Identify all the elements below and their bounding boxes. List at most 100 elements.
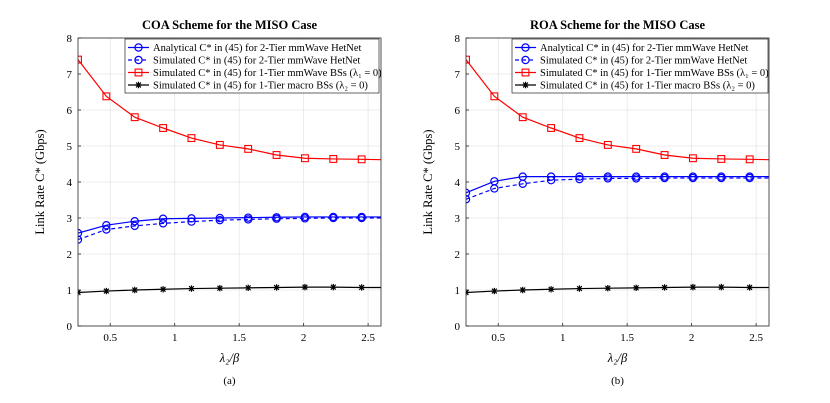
data-point xyxy=(329,155,338,163)
figure-caption: (b) xyxy=(611,375,624,387)
data-point xyxy=(244,284,252,292)
series-line xyxy=(466,176,769,194)
y-tick-label: 7 xyxy=(67,69,73,81)
data-point xyxy=(301,283,309,291)
legend-marker xyxy=(135,81,142,89)
data-point xyxy=(273,284,280,291)
series-line xyxy=(78,217,381,241)
data-point xyxy=(216,285,224,292)
legend-marker xyxy=(521,43,530,52)
y-tick-label: 6 xyxy=(455,105,461,117)
data-point xyxy=(215,140,224,149)
y-tick-label: 0 xyxy=(455,321,461,333)
data-point xyxy=(518,113,527,122)
series-4 xyxy=(466,283,769,296)
data-point xyxy=(159,124,168,132)
series-4 xyxy=(78,283,381,296)
data-point xyxy=(188,285,195,292)
x-axis-label: λ₂/β xyxy=(219,351,240,365)
y-tick-label: 7 xyxy=(455,69,461,81)
data-point xyxy=(78,55,82,64)
data-point xyxy=(130,113,139,122)
legend: Analytical C* in (45) for 2-Tier mmWave … xyxy=(124,38,382,94)
series-line xyxy=(78,59,381,161)
data-point xyxy=(130,221,139,231)
series-line xyxy=(466,286,769,294)
x-tick-label: 1 xyxy=(560,332,566,344)
data-point xyxy=(718,283,725,291)
legend-entry: Simulated C* in (45) for 1-Tier macro BS… xyxy=(540,81,755,92)
series-3 xyxy=(466,55,769,164)
data-point xyxy=(575,172,584,181)
legend-marker xyxy=(134,68,143,77)
y-tick-label: 3 xyxy=(67,213,73,225)
data-point xyxy=(689,283,697,291)
data-point xyxy=(632,284,640,292)
legend-box xyxy=(511,38,769,94)
series-1 xyxy=(78,212,381,238)
data-point xyxy=(358,284,365,291)
legend-entry: Simulated C* in (45) for 2-Tier mmWave H… xyxy=(540,56,747,67)
data-point xyxy=(300,214,310,223)
data-point xyxy=(329,213,338,223)
y-tick-label: 3 xyxy=(455,213,461,225)
legend-entry: Simulated C* in (45) for 2-Tier mmWave H… xyxy=(153,56,360,67)
legend-marker xyxy=(521,68,530,77)
data-point xyxy=(660,173,669,183)
legend-marker xyxy=(134,55,143,65)
y-tick-label: 1 xyxy=(67,285,73,297)
x-tick-label: 2.5 xyxy=(749,332,763,344)
series-2 xyxy=(466,173,769,204)
data-point xyxy=(102,220,111,230)
data-point xyxy=(745,155,754,164)
legend-marker xyxy=(521,55,530,65)
y-axis-label: Link Rate C* (Gbps) xyxy=(421,129,435,234)
legend-box xyxy=(124,38,380,94)
data-point xyxy=(357,155,366,164)
legend-entry: Simulated C* in (45) for 1-Tier macro BS… xyxy=(153,81,368,92)
data-point xyxy=(357,213,366,223)
plot-frame xyxy=(77,37,382,327)
data-point xyxy=(131,286,138,294)
data-point xyxy=(547,286,555,293)
series-line xyxy=(78,216,381,234)
data-point xyxy=(130,217,139,226)
x-tick-label: 2 xyxy=(301,332,307,344)
legend-marker xyxy=(134,43,143,52)
data-point xyxy=(604,285,612,292)
series-1 xyxy=(466,172,769,197)
x-tick-label: 0.5 xyxy=(491,332,505,344)
series-line xyxy=(78,286,381,294)
chart-panel-b: ROA Scheme for the MISO Case 0 1 2 3 4 5 6 7 8 0.5… xyxy=(421,18,770,387)
data-point xyxy=(102,92,111,101)
legend-entry: Analytical C* in (45) for 2-Tier mmWave … xyxy=(540,43,749,54)
data-point xyxy=(159,286,167,293)
chart-panel-a: COA Scheme for the MISO Case 0 1 2 3 4 5 6 7 8 0.5… xyxy=(33,18,382,387)
x-tick-label: 1.5 xyxy=(620,332,634,344)
data-point xyxy=(272,214,281,223)
data-point xyxy=(491,287,498,295)
x-axis-label: λ₂/β xyxy=(607,351,628,365)
legend: Analytical C* in (45) for 2-Tier mmWave … xyxy=(511,38,769,94)
data-point xyxy=(688,154,697,163)
x-tick-label: 2.5 xyxy=(361,332,375,344)
data-point xyxy=(466,188,471,197)
data-point xyxy=(518,179,527,188)
data-point xyxy=(490,92,499,101)
series-2 xyxy=(78,213,381,244)
x-tick-label: 0.5 xyxy=(103,332,117,344)
series-line xyxy=(466,59,769,161)
data-point xyxy=(300,154,309,163)
data-point xyxy=(547,124,556,132)
series-3 xyxy=(78,55,381,164)
data-point xyxy=(519,286,526,294)
data-point xyxy=(272,151,281,159)
y-tick-label: 2 xyxy=(455,249,461,261)
y-tick-label: 4 xyxy=(67,177,73,189)
data-point xyxy=(746,284,753,291)
data-point xyxy=(158,214,168,223)
x-tick-label: 1 xyxy=(172,332,178,344)
figure-caption: (a) xyxy=(223,375,236,387)
x-tick-label: 1.5 xyxy=(232,332,246,344)
